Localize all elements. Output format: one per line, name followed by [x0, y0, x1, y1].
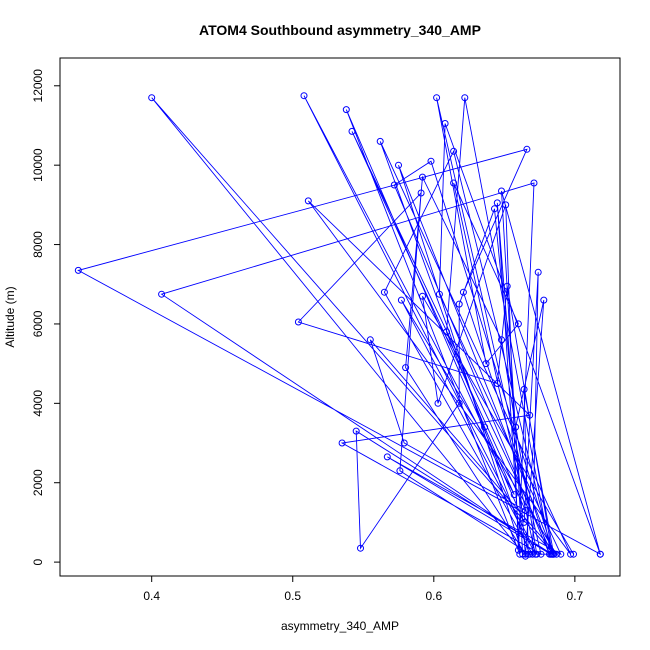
data-point [380, 288, 388, 296]
chart-title: ATOM4 Southbound asymmetry_340_AMP [199, 22, 481, 38]
data-point [400, 439, 408, 447]
data-point [294, 318, 302, 326]
data-point [74, 266, 82, 274]
y-tick-label: 4000 [31, 390, 45, 417]
data-point [522, 550, 529, 558]
y-tick-label: 2000 [31, 469, 45, 496]
series-layer [74, 92, 604, 560]
data-point [450, 147, 458, 155]
x-tick-label: 0.6 [425, 589, 442, 603]
data-point [383, 453, 391, 461]
data-point [514, 320, 522, 328]
data-point [570, 550, 577, 558]
data-point [530, 179, 538, 187]
data-point [526, 411, 534, 419]
data-point [396, 467, 404, 475]
data-point [441, 120, 449, 127]
data-point [338, 439, 346, 447]
plot-frame [59, 57, 621, 577]
data-point [366, 336, 374, 344]
data-point [443, 328, 450, 336]
data-point [435, 290, 443, 298]
data-point [491, 205, 498, 213]
data-point [395, 161, 402, 169]
y-tick-label: 10000 [31, 148, 45, 182]
data-point [433, 94, 441, 102]
data-point [503, 282, 511, 290]
x-tick-label: 0.5 [284, 589, 301, 603]
data-point [498, 336, 505, 344]
data-point [459, 288, 467, 296]
data-point [300, 92, 308, 100]
data-point [540, 296, 548, 304]
data-point [529, 550, 536, 558]
data-point [455, 399, 463, 407]
series-line [77, 95, 602, 558]
data-point [534, 268, 542, 276]
data-point [520, 385, 528, 393]
data-point [419, 292, 426, 300]
data-point [357, 544, 364, 552]
data-point [352, 427, 360, 435]
data-point [557, 550, 565, 558]
data-point [342, 106, 350, 114]
data-point [482, 360, 490, 368]
data-point [348, 127, 356, 135]
data-point [498, 187, 505, 195]
data-point [510, 491, 518, 499]
data-point [481, 423, 489, 431]
data-point [419, 173, 426, 181]
data-point [526, 550, 534, 558]
data-point [397, 296, 405, 304]
data-point [148, 94, 156, 102]
y-axis: 0 2000 4000 6000 8000 10000 12000 [31, 69, 60, 565]
data-point [455, 300, 463, 308]
data-point [514, 546, 522, 554]
data-point [533, 550, 541, 558]
data-point [402, 364, 410, 372]
x-tick-label: 0.4 [143, 589, 160, 603]
y-tick-label: 6000 [31, 310, 45, 337]
data-point [158, 290, 166, 298]
y-tick-label: 8000 [31, 231, 45, 258]
y-axis-label: Altitude (m) [3, 286, 17, 347]
data-point [567, 550, 575, 558]
data-point [434, 399, 442, 407]
data-point [512, 423, 520, 431]
data-point [390, 181, 398, 189]
y-tick-label: 0 [31, 558, 45, 565]
data-point [376, 137, 384, 145]
data-point [450, 179, 458, 187]
data-point [493, 380, 501, 387]
data-point [502, 201, 510, 209]
data-point [596, 550, 604, 558]
data-point [304, 197, 312, 205]
data-point [520, 518, 528, 526]
data-point [547, 550, 555, 558]
data-point [522, 507, 529, 514]
y-tick-label: 12000 [31, 69, 45, 103]
x-axis-label: asymmetry_340_AMP [281, 619, 399, 633]
x-tick-label: 0.7 [567, 589, 584, 603]
data-point [461, 94, 469, 102]
data-point [427, 157, 435, 165]
data-point [417, 189, 425, 197]
data-point [537, 550, 545, 558]
data-point [493, 199, 501, 207]
data-point [523, 145, 531, 153]
x-axis: 0.4 0.5 0.6 0.7 [143, 576, 584, 603]
